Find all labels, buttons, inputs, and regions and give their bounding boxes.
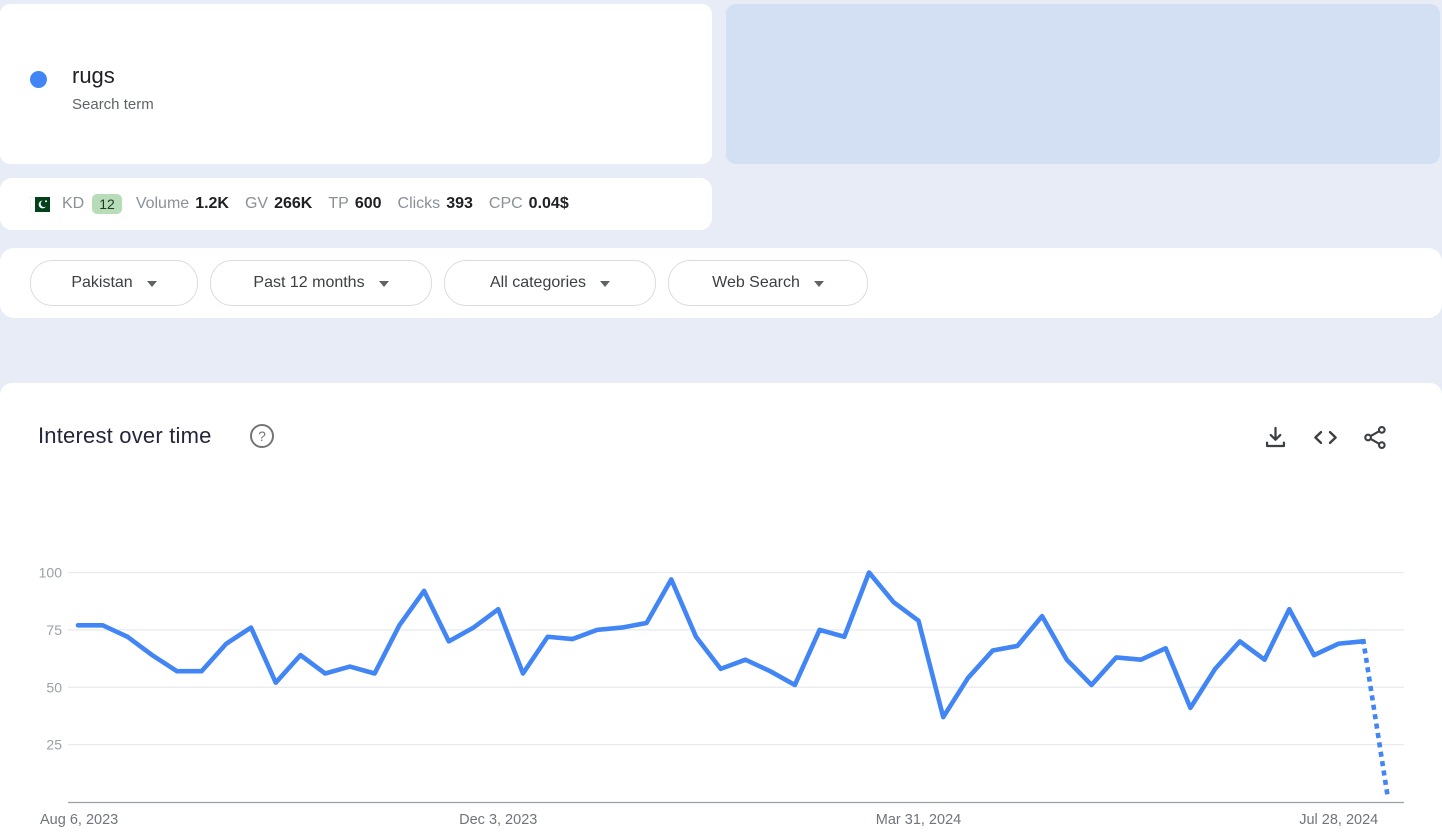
cpc-label: CPC [488,195,523,212]
x-axis-tick-label: Aug 6, 2023 [40,812,118,828]
interest-over-time-chart[interactable]: 25 50 75 100 Aug 6, 2023 Dec 3, 2023 Mar 31, 2… [0,480,1442,837]
tp-label: TP [328,195,349,212]
trend-line-partial-dotted [1360,638,1391,803]
clicks-label: Clicks [397,195,441,212]
download-icon[interactable] [1262,424,1289,451]
time-range-filter-dropdown[interactable]: Past 12 months [210,260,432,306]
chart-title: Interest over time [38,423,212,448]
chevron-down-icon [146,281,157,287]
chart-toolbar [1262,424,1389,451]
series-color-dot [30,71,47,88]
pakistan-flag-icon [30,196,50,212]
cpc-value: 0.04$ [528,195,569,212]
y-axis-tick-label: 50 [46,679,62,695]
x-axis-tick-label: Jul 28, 2024 [1299,812,1378,828]
filters-bar: Pakistan Past 12 months All categories W… [0,248,1442,318]
search-type-filter-label: Web Search [712,274,800,291]
region-filter-label: Pakistan [71,274,133,291]
clicks-value: 393 [446,195,473,212]
y-axis-tick-label: 100 [39,565,63,581]
volume-value: 1.2K [195,195,229,212]
kd-label: KD [62,195,85,212]
trend-line [75,570,1366,720]
region-filter-dropdown[interactable]: Pakistan [30,260,198,306]
embed-icon[interactable] [1312,424,1339,451]
x-axis-tick-label: Mar 31, 2024 [876,812,961,828]
category-filter-dropdown[interactable]: All categories [444,260,656,306]
chevron-down-icon [378,281,389,287]
category-filter-label: All categories [489,274,587,291]
time-range-filter-label: Past 12 months [253,274,365,291]
help-icon[interactable]: ? [250,424,274,448]
x-axis-tick-label: Dec 3, 2023 [459,812,537,828]
tp-value: 600 [354,195,382,212]
gv-label: GV [244,195,269,212]
search-term-card[interactable]: rugs Search term [0,4,712,164]
share-icon[interactable] [1362,424,1389,451]
kd-value-badge: 12 [92,194,122,214]
search-term-subtitle: Search term [72,96,154,113]
add-comparison-button[interactable]: + Compare [726,4,1440,164]
interest-over-time-card [0,383,1442,837]
chevron-down-icon [813,281,824,287]
y-axis-tick-label: 25 [46,737,62,753]
help-glyph: ? [258,428,266,444]
gv-value: 266K [274,195,313,212]
chevron-down-icon [600,281,611,287]
y-axis-tick-label: 75 [46,622,62,638]
search-type-filter-dropdown[interactable]: Web Search [668,260,868,306]
volume-label: Volume [135,195,190,212]
search-term-text: rugs [72,63,115,88]
keyword-stats-bar: KD 12 Volume 1.2K GV 266K TP 600 Clicks … [0,178,712,230]
